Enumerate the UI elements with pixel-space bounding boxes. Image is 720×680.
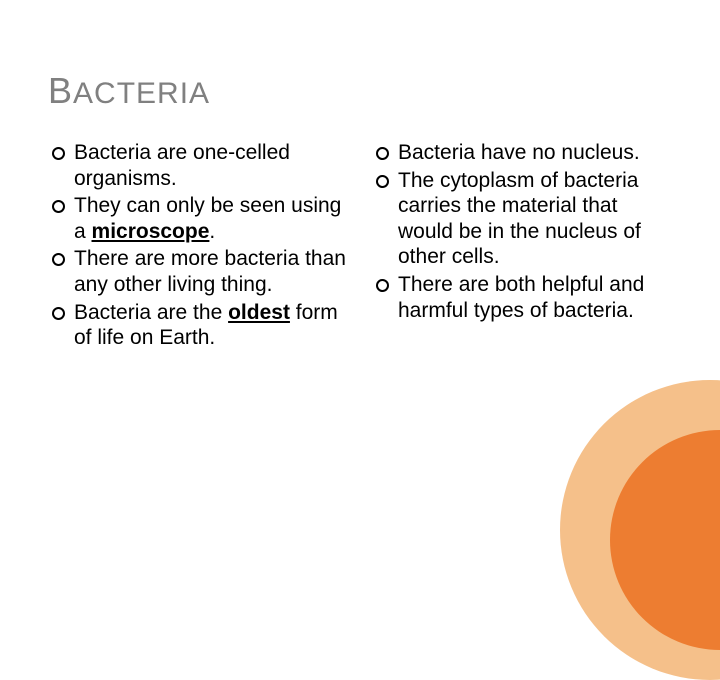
bullet-emph: microscope	[92, 220, 210, 243]
left-list: Bacteria are one-celled organisms. They …	[48, 140, 348, 351]
bullet-text: There are more bacteria than any other l…	[74, 247, 346, 296]
list-item: The cytoplasm of bacteria carries the ma…	[372, 168, 672, 270]
right-list: Bacteria have no nucleus. The cytoplasm …	[372, 140, 672, 323]
title-rest: ACTERIA	[73, 77, 210, 110]
bullet-text: There are both helpful and harmful types…	[398, 273, 644, 322]
right-column: Bacteria have no nucleus. The cytoplasm …	[372, 140, 672, 353]
bullet-text: Bacteria are one-celled organisms.	[74, 141, 290, 190]
list-item: Bacteria have no nucleus.	[372, 140, 672, 166]
left-column: Bacteria are one-celled organisms. They …	[48, 140, 348, 353]
list-item: Bacteria are one-celled organisms.	[48, 140, 348, 191]
list-item: There are more bacteria than any other l…	[48, 246, 348, 297]
bullet-text: Bacteria are the	[74, 301, 228, 324]
slide: BACTERIA Bacteria are one-celled organis…	[0, 0, 720, 540]
list-item: There are both helpful and harmful types…	[372, 272, 672, 323]
bullet-text: The cytoplasm of bacteria carries the ma…	[398, 169, 641, 269]
bullet-text: Bacteria have no nucleus.	[398, 141, 640, 164]
bullet-emph: oldest	[228, 301, 290, 324]
title-cap: B	[48, 70, 73, 111]
list-item: They can only be seen using a microscope…	[48, 193, 348, 244]
list-item: Bacteria are the oldest form of life on …	[48, 300, 348, 351]
content-columns: Bacteria are one-celled organisms. They …	[48, 140, 672, 353]
slide-title: BACTERIA	[48, 70, 672, 112]
bullet-text-post: .	[209, 220, 215, 243]
